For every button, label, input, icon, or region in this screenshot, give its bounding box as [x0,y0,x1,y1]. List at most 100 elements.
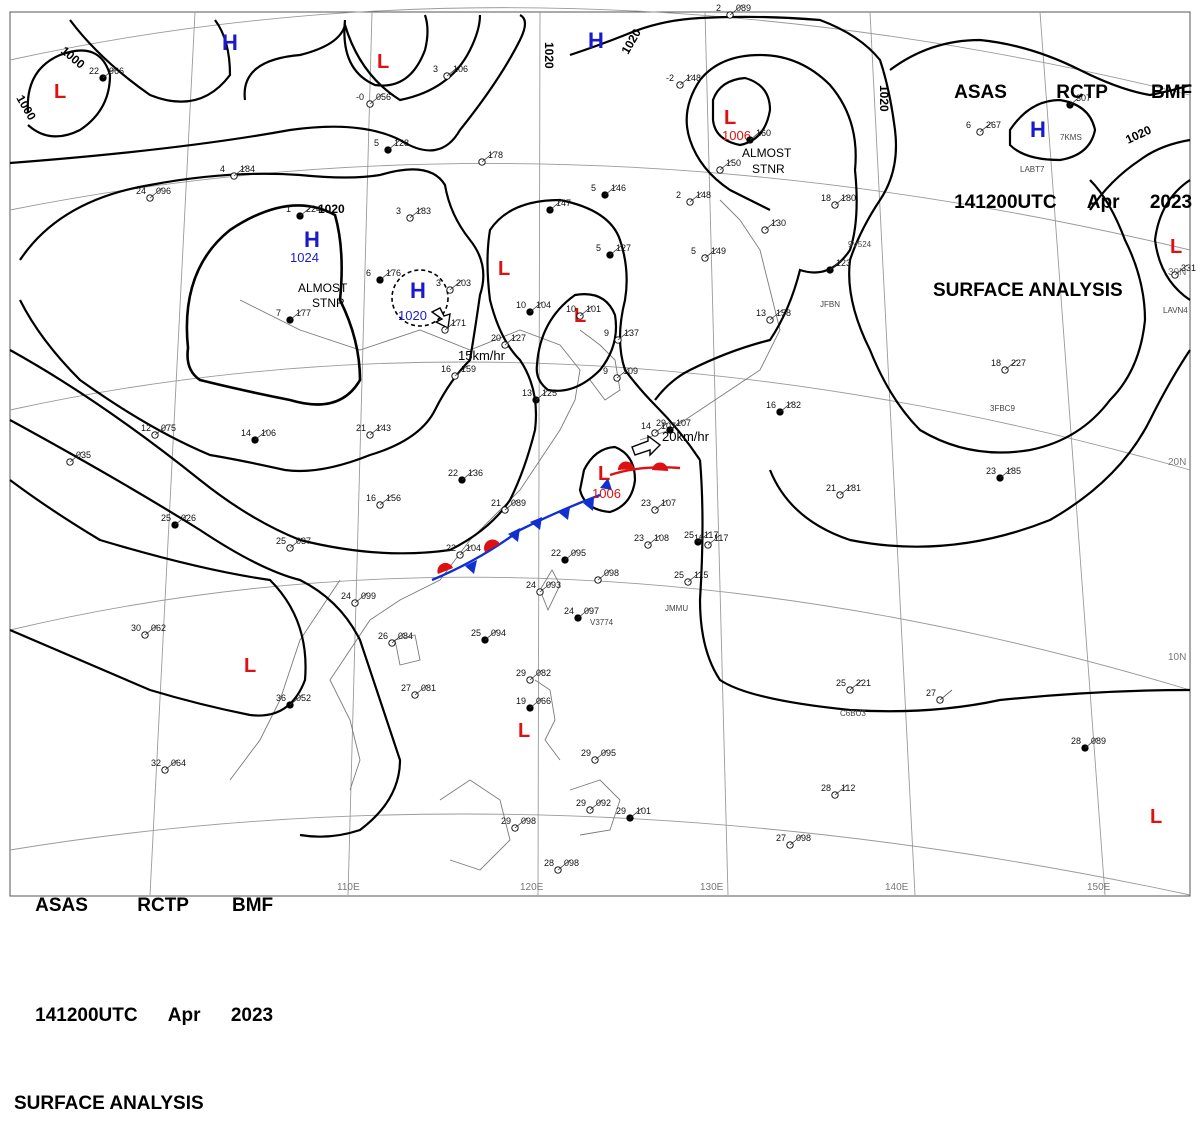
ship-call-sign: V3774 [590,618,614,627]
isobar-1020-pacific [768,349,1191,548]
station-temperature: 29 [501,816,511,826]
station-pressure: 178 [488,150,503,160]
station-plot: 27 [926,688,953,704]
wind-barb [549,199,563,211]
station-plot: 24 099 [341,591,376,607]
header-bottom-center: RCTP [137,895,189,916]
wind-barb [704,247,718,259]
station-temperature: 23 [641,498,651,508]
wind-barb [379,494,393,506]
station-plot: 19 066 [516,696,551,712]
station-temperature: 10 [566,304,576,314]
isobar-label: 1020 [542,42,556,69]
station-temperature: 23 [986,466,996,476]
station-temperature: 22 [446,543,456,553]
low-center-value: 1006 [592,486,621,501]
station-temperature: 27 [926,688,936,698]
station-plot: 29 082 [516,668,551,684]
isobar-label: 1020 [877,85,891,112]
parallel-0 [9,813,1191,896]
wind-barb [719,159,733,171]
wind-barb [289,694,303,706]
header-bottom-line1: ASAS RCTP BMF [14,873,273,939]
high-center: H [222,30,238,55]
isobar-1006-low-north [711,76,772,147]
cold-front-triangle [583,498,594,511]
station-plot: 26 084 [378,631,413,647]
station-pressure: 095 [601,748,616,758]
station-pressure: 180 [841,193,856,203]
station-temperature: 16 [694,533,704,543]
wind-barb [697,531,711,543]
station-temperature: 28 [821,783,831,793]
station-pressure: 052 [296,693,311,703]
station-pressure: 181 [846,483,861,493]
station-temperature: 5 [596,243,601,253]
station-temperature: 3 [396,206,401,216]
station-plot: 12 075 [141,423,176,439]
station-plot: 123 [826,258,851,274]
station-pressure: 099 [361,591,376,601]
station-plot: 23 108 [634,533,669,549]
wind-barb [654,499,668,511]
header-top: ASAS RCTP BMF 141200UTC Apr 2023 SURFACE ANA… [933,16,1192,324]
station-temperature: 36 [276,693,286,703]
wind-barb [461,469,475,481]
station-plot: 2 089 [716,3,751,19]
station-temperature: 27 [776,833,786,843]
wind-barb [647,534,661,546]
station-temperature: 24 [341,591,351,601]
station-temperature: 18 [821,193,831,203]
wind-barb [449,279,463,291]
station-temperature: 29 [656,418,666,428]
station-pressure: 221 [856,678,871,688]
station-plot: 22 966 [89,66,124,82]
warm-front-bump [437,562,453,574]
station-pressure: 081 [421,683,436,693]
wind-barb [849,679,863,691]
low-center: L [598,463,610,485]
wind-barb [1084,737,1098,749]
station-plot: 28 112 [821,783,855,799]
almost-stnr-label: ALMOST [742,146,792,160]
wind-barb [514,817,528,829]
station-plot: 22 095 [551,548,586,564]
station-pressure: 331 [1181,263,1196,273]
station-plot: 9 137 [604,328,639,344]
station-plot: 5 146 [591,183,626,199]
station-pressure: 176 [386,268,401,278]
station-pressure: 146 [611,183,626,193]
header-top-month: Apr [1086,192,1120,213]
station-pressure: 026 [181,513,196,523]
station-pressure: 089 [511,498,526,508]
warm-front-bump [617,461,634,470]
station-temperature: 29 [576,798,586,808]
ship-call-sign: C6BU3 [840,709,866,718]
wind-barb [979,121,993,133]
station-plot: 5 149 [691,246,726,262]
cold-front-triangle [508,528,520,542]
station-pressure: 183 [416,206,431,216]
station-plot: 20 127 [491,333,526,349]
station-plot: 147 [546,198,571,214]
high-center-value: 1024 [290,250,319,265]
high-1020-dashed-isobar [391,269,449,327]
station-temperature: 16 [441,364,451,374]
station-temperature: 14 [241,428,251,438]
station-temperature: 4 [220,164,225,174]
station-plot: 30 062 [131,623,166,639]
header-bottom-line3: SURFACE ANALYSIS [14,1093,204,1114]
wind-barb [481,151,495,163]
longitude-label: 120E [520,882,544,893]
station-temperature: 2 [716,3,721,13]
station-pressure: 093 [546,580,561,590]
cold-front-triangle [600,478,612,490]
station-pressure: 117 [704,530,718,540]
longitude-label: 150E [1087,882,1111,893]
header-top-year: 2023 [1149,192,1193,213]
station-pressure: 307 [1076,93,1091,103]
station-pressure: 035 [76,450,91,460]
isobar-1012-pacific [698,459,1191,713]
station-pressure: 148 [686,73,701,83]
